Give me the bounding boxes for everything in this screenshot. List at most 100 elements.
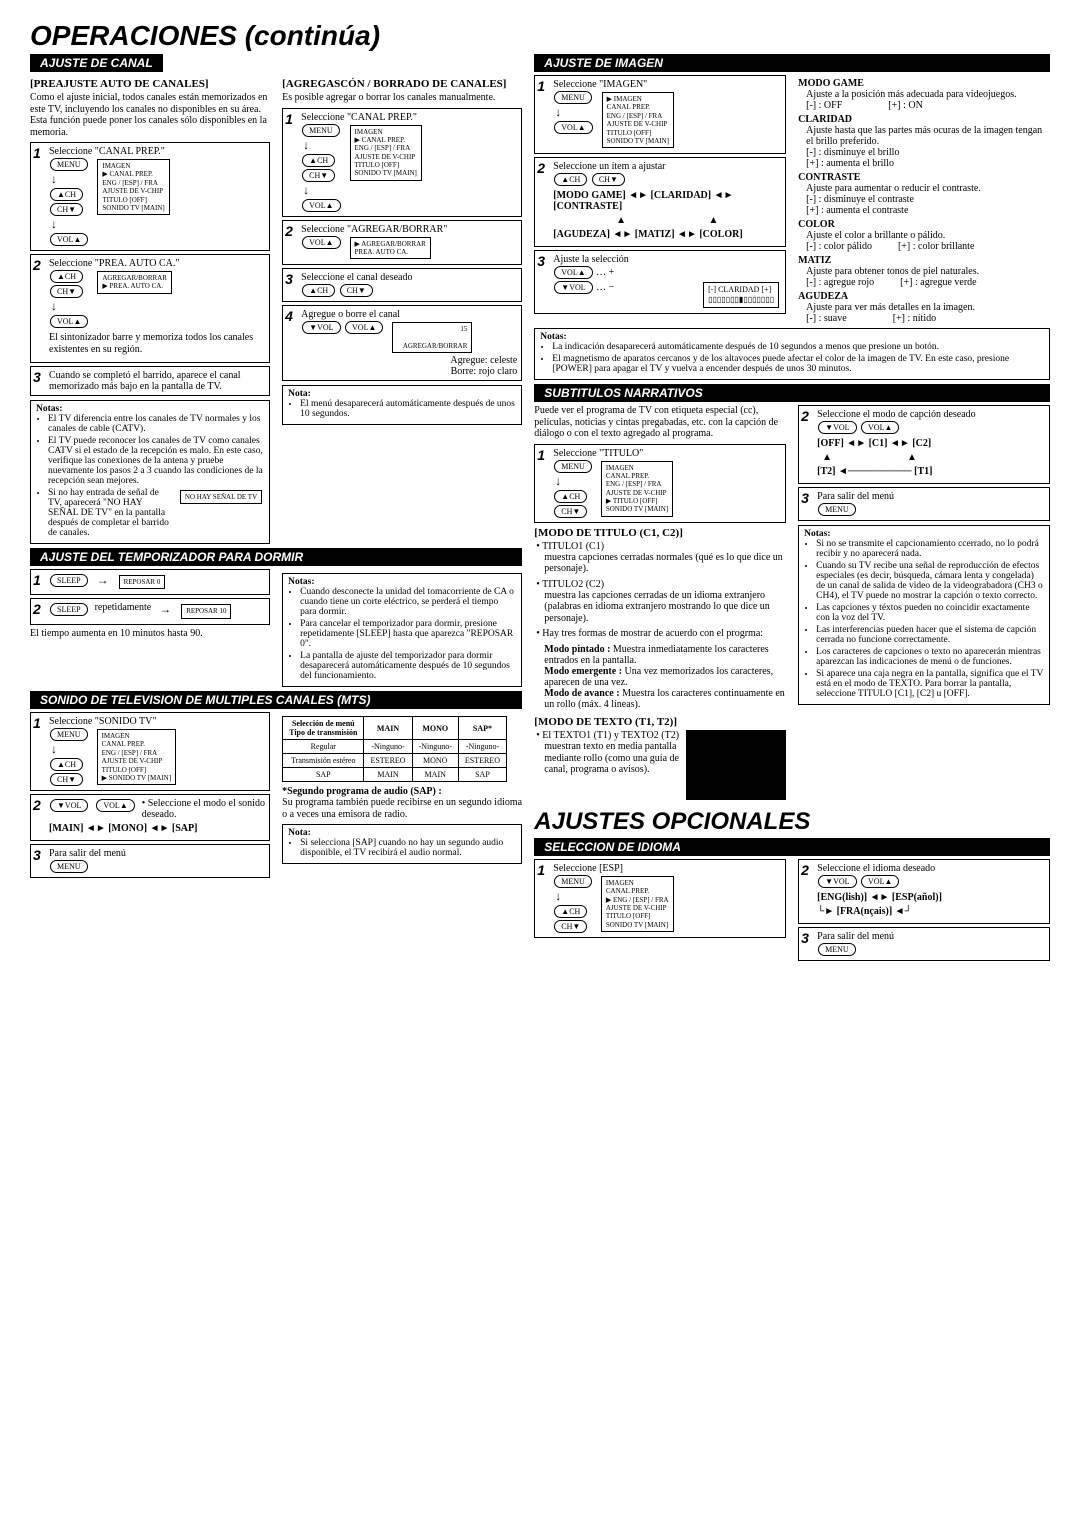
section-sleep: AJUSTE DEL TEMPORIZADOR PARA DORMIR [30,548,522,566]
ch-down-button: CH▼ [554,505,587,518]
mode-popup: Modo emergente : [544,666,622,677]
dt: AGUDEZA [798,291,1050,302]
step-num: 1 [33,572,41,588]
dd: Ajuste a la posición más adecuada para v… [806,89,1050,100]
note-item: Las interferencias pueden hacer que el s… [816,625,1044,645]
mts-td: -Ninguno- [364,740,412,754]
step-2-2: 2 Seleccione "AGREGAR/BORRAR" VOL▲ ▶ AGR… [282,220,522,266]
ch-up-button: ▲CH [50,270,83,283]
step-2-1: 1 Seleccione "CANAL PREP." MENU ↓ ▲CH CH… [282,108,522,217]
img-step3: 3 Ajuste la selección VOL▲ … + ▼VOL … − … [534,250,786,313]
sleep-notes: Notas: Cuando desconecte la unidad del t… [282,573,522,687]
img-step2: 2 Seleccione un ítem a ajustar ▲CH CH▼ [… [534,157,786,247]
step-text: Para salir del menú [817,491,894,502]
mts-td: MONO [412,754,458,768]
vol-down-button: ▼VOL [818,875,856,888]
mode-roll: Modo de avance : [544,688,619,699]
mts-step2: 2 ▼VOL VOL▲ • Seleccione el modo el soni… [30,794,270,841]
mts-td: -Ninguno- [458,740,506,754]
minus: … − [596,282,614,293]
step-num: 2 [537,160,545,176]
arrow-down-icon: ↓ [51,742,57,756]
step-text: Seleccione "PREA. AUTO CA." [49,258,179,269]
step-text: Seleccione "CANAL PREP." [301,112,417,123]
dt: COLOR [798,219,1050,230]
addremove-intro: Es posible agregar o borrar los canales … [282,92,522,104]
dd: [+] : aumenta el contraste [806,205,1050,216]
dd: Ajuste el color a brillante o pálido. [806,230,1050,241]
osd-menu: IMAGEN CANAL PREP. ENG / [ESP] / FRA AJU… [97,729,176,785]
vol-up-button: VOL▲ [554,266,592,279]
notes-hdr: Nota: [288,828,516,838]
arrow-down-icon: ↓ [303,138,309,152]
notes-preajuste: Notas: El TV diferencia entre los canale… [30,400,270,544]
note-item: El magnetismo de aparatos cercanos y de … [552,354,1044,374]
lang-step3: 3 Para salir del menú MENU [798,927,1050,961]
step-note: El sintonizador barre y memoriza todos l… [49,332,265,355]
mts-td: Transmisión estéreo [283,754,364,768]
section-cc: SUBTITULOS NARRATIVOS [534,384,1050,402]
osd-menu: IMAGEN CANAL PREP. ENG / [ESP] / FRA AJU… [601,461,673,517]
step-num: 2 [33,257,41,273]
osd-menu: IMAGEN ▶ CANAL PREP. ENG / [ESP] / FRA A… [97,159,169,215]
mts-td: -Ninguno- [412,740,458,754]
osd-menu: ▶ AGREGAR/BORRAR PREA. AUTO CA. [350,237,431,260]
mts-step1: 1 Seleccione "SONIDO TV" MENU ↓ ▲CH CH▼ … [30,712,270,791]
ch-down-button: CH▼ [302,169,335,182]
step-num: 1 [33,715,41,731]
dd: [+] : aumenta el brillo [806,158,1050,169]
step-text: Seleccione el canal deseado [301,272,412,283]
note-addremove: Nota: El menú desaparecerá automáticamen… [282,385,522,425]
lang-step2: 2 Seleccione el idioma deseado ▼VOL VOL▲… [798,859,1050,924]
step-text: Seleccione el idioma deseado [817,863,935,874]
note-item: Cuando su TV recibe una señal de reprodu… [816,561,1044,601]
arrow-down-icon: ↓ [555,105,561,119]
menu-button: MENU [818,943,856,956]
cc-notes: Notas: Si no se transmite el capcionamie… [798,525,1050,705]
step-num: 2 [285,223,293,239]
dd: [+] : agregue verde [900,277,976,288]
vol-up-button: VOL▲ [861,421,899,434]
step-num: 3 [285,271,293,287]
note-item: Para cancelar el temporizador para dormi… [300,619,516,649]
menu-button: MENU [554,875,592,888]
step-text: Seleccione el modo de capción deseado [817,409,976,420]
cc-nav2: [T2] ◄───────── [T1] [817,466,1045,477]
step-num: 3 [537,253,545,269]
dd: [-] : color pálido [806,241,872,252]
arrow-down-icon: ↓ [555,474,561,488]
section-lang: SELECCION DE IDIOMA [534,838,1050,856]
lang-step1: 1 Seleccione [ESP] MENU ↓ ▲CH CH▼ IMAGEN… [534,859,786,938]
vol-up-button: VOL▲ [554,121,592,134]
arrow-right-icon: → [159,602,171,617]
note-item: Cuando desconecte la unidad del tomacorr… [300,587,516,617]
vol-down-button: ▼VOL [302,321,340,334]
vol-down-button: ▼VOL [50,799,88,812]
osd-menu: IMAGEN CANAL PREP. ▶ ENG / [ESP] / FRA A… [601,876,674,932]
note-item: La pantalla de ajuste del temporizador p… [300,651,516,681]
notes-hdr: Notas: [540,332,1044,342]
step-num: 3 [33,369,41,385]
dd: [-] : agregue rojo [806,277,874,288]
preajuste-intro: Como el ajuste inicial, todos canales es… [30,92,270,138]
dt: MATIZ [798,255,1050,266]
arrow-right-icon: → [97,573,109,588]
dd: Ajuste para ver más detalles en la image… [806,302,1050,313]
ch-up-button: ▲CH [554,173,587,186]
menu-button: MENU [818,503,856,516]
title2-d: muestra las capciones cerradas de un idi… [544,590,786,625]
mts-nav: [MAIN] ◄► [MONO] ◄► [SAP] [49,823,265,834]
mts-th: MAIN [364,717,412,740]
image-descriptions: MODO GAME Ajuste a la posición más adecu… [798,75,1050,324]
osd-nosignal: NO HAY SEÑAL DE TV [180,490,262,504]
cc-step2: 2 Seleccione el modo de capción deseado … [798,405,1050,484]
title1-d: muestra capciones cerradas normales (qué… [544,552,786,575]
step-text: Seleccione "TITULO" [553,448,643,459]
osd-menu: IMAGEN ▶ CANAL PREP. ENG / [ESP] / FRA A… [350,125,422,181]
lang-nav1: [ENG(lish)] ◄► [ESP(añol)] [817,892,1045,903]
vol-up-button: VOL▲ [345,321,383,334]
step-num: 3 [801,490,809,506]
mts-th: Selección de menúTipo de transmisión [283,717,364,740]
mts-th: MONO [412,717,458,740]
mts-td: SAP [458,768,506,782]
